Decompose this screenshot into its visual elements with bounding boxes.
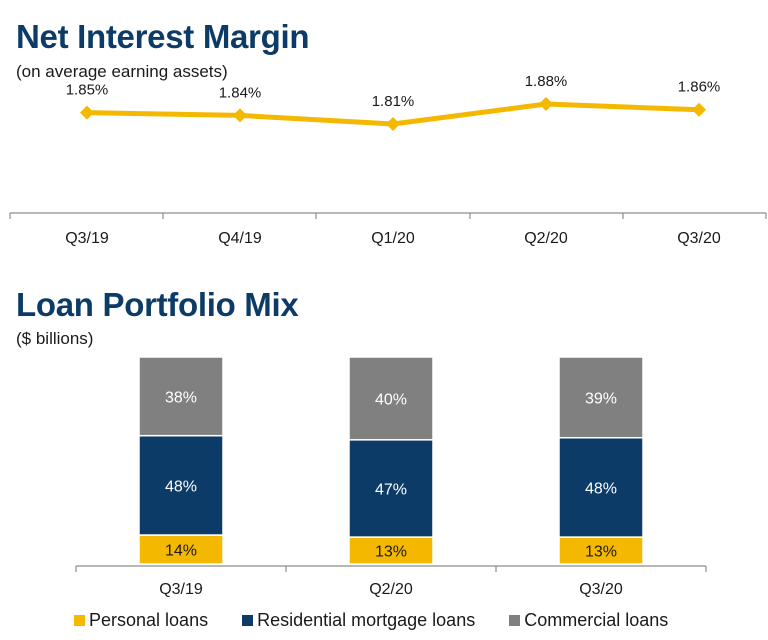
mix-data-label: 47% [375, 481, 407, 498]
mix-bar-segment [558, 356, 644, 439]
mix-data-label: 40% [375, 391, 407, 408]
mix-x-tick-label: Q3/19 [159, 581, 203, 598]
nim-data-point [386, 117, 400, 131]
legend-item-residential: Residential mortgage loans [242, 610, 475, 631]
legend-item-personal: Personal loans [74, 610, 208, 631]
nim-x-tick-label: Q1/20 [371, 230, 415, 247]
nim-title: Net Interest Margin [16, 18, 310, 55]
mix-bar-segment [138, 356, 224, 437]
mix-legend: Personal loans Residential mortgage loan… [74, 610, 668, 631]
mix-data-label: 39% [585, 390, 617, 407]
nim-line-chart: 1.85% 1.84% 1.81% 1.88% 1.86% Q3/19 Q4/19 Q1/20… [9, 73, 767, 247]
mix-bar-segment [348, 439, 434, 538]
mix-title: Loan Portfolio Mix [16, 286, 299, 323]
nim-data-point [80, 105, 94, 120]
nim-data-label: 1.88% [525, 73, 568, 90]
legend-label-commercial: Commercial loans [524, 610, 669, 630]
mix-stacked-bar-chart: 14% 48% 38% Q3/19 13% 47% 40% Q2/20 13% 48% 39% Q3/… [75, 356, 707, 598]
mix-data-label: 48% [165, 478, 197, 495]
mix-bar-segment [558, 536, 644, 565]
mix-bar-segment [348, 536, 434, 565]
legend-swatch-commercial [509, 615, 521, 626]
nim-data-label: 1.84% [219, 84, 262, 101]
nim-x-tick-label: Q4/19 [218, 230, 262, 247]
nim-subtitle: (on average earning assets) [16, 62, 228, 81]
legend-swatch-residential [242, 615, 254, 626]
nim-data-label: 1.85% [66, 82, 109, 99]
legend-label-residential: Residential mortgage loans [257, 610, 476, 630]
nim-x-tick-label: Q2/20 [524, 230, 568, 247]
mix-data-label: 14% [165, 543, 197, 560]
mix-data-label: 13% [585, 544, 617, 561]
mix-data-label: 13% [375, 544, 407, 561]
nim-data-point [692, 102, 706, 117]
legend-label-personal: Personal loans [89, 610, 209, 630]
mix-data-label: 38% [165, 389, 197, 406]
mix-subtitle: ($ billions) [16, 329, 94, 348]
legend-swatch-personal [74, 615, 85, 626]
mix-x-tick-label: Q3/20 [579, 581, 623, 598]
mix-data-label: 48% [585, 480, 617, 497]
nim-data-label: 1.81% [372, 93, 415, 110]
nim-data-label: 1.86% [678, 79, 721, 96]
mix-bar-segment [348, 356, 434, 441]
nim-x-tick-label: Q3/20 [677, 230, 721, 247]
nim-data-point [539, 97, 553, 111]
nim-data-point [233, 108, 247, 123]
nim-x-tick-label: Q3/19 [65, 230, 109, 247]
legend-item-commercial: Commercial loans [509, 610, 668, 631]
mix-x-tick-label: Q2/20 [369, 581, 413, 598]
